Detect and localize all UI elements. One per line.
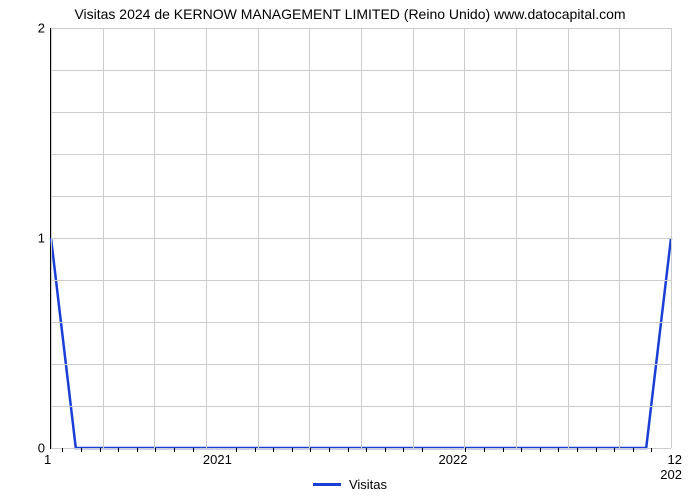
- gridline-h: [51, 448, 671, 449]
- x-minor-tick: [255, 448, 256, 452]
- legend: Visitas: [0, 477, 700, 492]
- x-minor-tick: [193, 448, 194, 452]
- x-minor-tick: [596, 448, 597, 452]
- x-minor-tick: [329, 448, 330, 452]
- x-minor-tick: [577, 448, 578, 452]
- x-minor-tick: [236, 448, 237, 452]
- gridline-v: [361, 28, 362, 448]
- x-minor-tick: [292, 448, 293, 452]
- gridline-v: [568, 28, 569, 448]
- y-tick-label: 0: [30, 441, 45, 456]
- x-minor-tick: [422, 448, 423, 452]
- x-minor-tick: [310, 448, 311, 452]
- x-minor-tick: [81, 448, 82, 452]
- x-minor-tick: [521, 448, 522, 452]
- gridline-v: [516, 28, 517, 448]
- x-minor-tick: [614, 448, 615, 452]
- legend-label: Visitas: [349, 477, 387, 492]
- gridline-v: [258, 28, 259, 448]
- legend-swatch: [313, 483, 341, 486]
- x-minor-tick: [137, 448, 138, 452]
- x-tick-label: 2021: [203, 452, 232, 467]
- gridline-v: [619, 28, 620, 448]
- gridline-v: [103, 28, 104, 448]
- x-minor-tick: [62, 448, 63, 452]
- visits-chart: Visitas 2024 de KERNOW MANAGEMENT LIMITE…: [0, 0, 700, 500]
- gridline-v: [413, 28, 414, 448]
- x-minor-tick: [465, 448, 466, 452]
- x-minor-tick: [366, 448, 367, 452]
- x-minor-tick: [540, 448, 541, 452]
- gridline-v: [51, 28, 52, 448]
- gridline-v: [671, 28, 672, 448]
- x-axis-start-label: 1: [44, 452, 51, 467]
- plot-area: [50, 28, 671, 449]
- gridline-v: [154, 28, 155, 448]
- y-tick-label: 2: [30, 21, 45, 36]
- x-minor-tick: [118, 448, 119, 452]
- x-minor-tick: [503, 448, 504, 452]
- gridline-v: [309, 28, 310, 448]
- x-minor-tick: [174, 448, 175, 452]
- y-tick-label: 1: [30, 231, 45, 246]
- x-minor-tick: [385, 448, 386, 452]
- x-minor-tick: [273, 448, 274, 452]
- x-minor-tick: [484, 448, 485, 452]
- x-minor-tick: [403, 448, 404, 452]
- x-minor-tick: [651, 448, 652, 452]
- x-tick-label: 2022: [439, 452, 468, 467]
- x-minor-tick: [100, 448, 101, 452]
- x-minor-tick: [348, 448, 349, 452]
- gridline-v: [464, 28, 465, 448]
- gridline-v: [206, 28, 207, 448]
- x-minor-tick: [633, 448, 634, 452]
- x-minor-tick: [155, 448, 156, 452]
- x-minor-tick: [558, 448, 559, 452]
- chart-title: Visitas 2024 de KERNOW MANAGEMENT LIMITE…: [0, 6, 700, 22]
